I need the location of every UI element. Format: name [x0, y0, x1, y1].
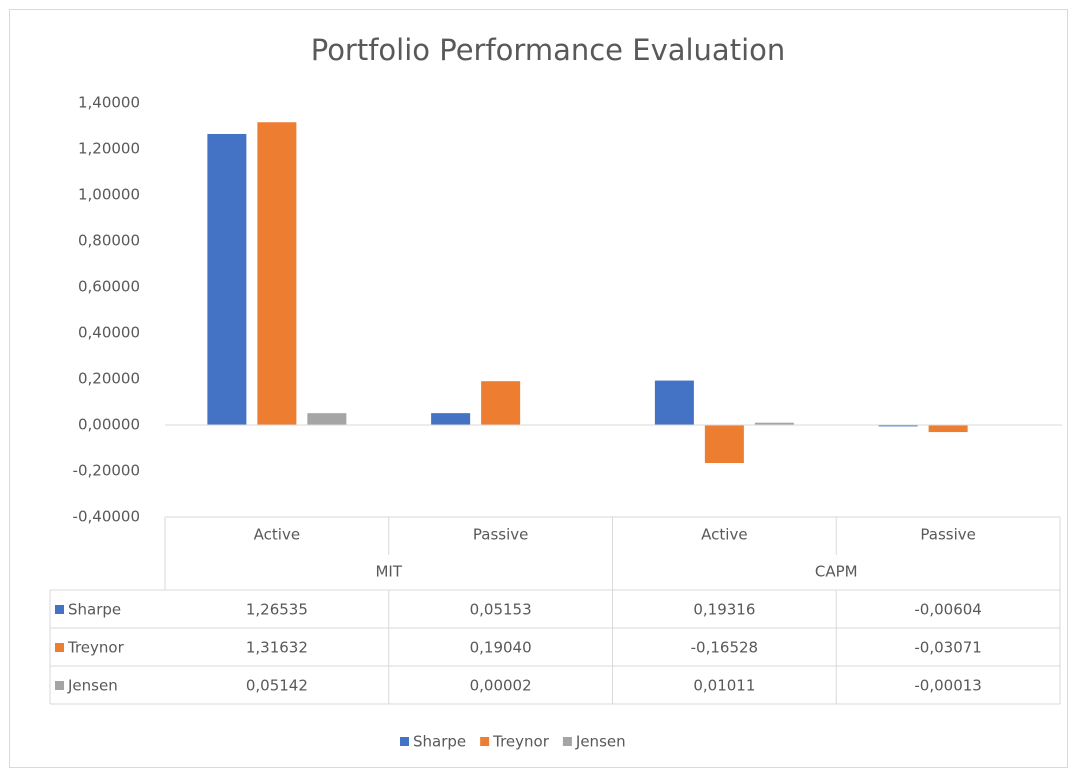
table-value: 0,00002 [470, 677, 532, 695]
y-tick-label: 0,20000 [78, 370, 140, 388]
y-tick-label: 0,40000 [78, 324, 140, 342]
table-value: 0,05142 [246, 677, 308, 695]
legend-label: Sharpe [413, 733, 466, 751]
legend-key [562, 737, 572, 746]
y-tick-label: -0,20000 [73, 462, 140, 480]
table-value: 0,05153 [470, 601, 532, 619]
table-value: 0,19040 [470, 639, 532, 657]
x-tick-label: Active [254, 526, 300, 544]
x-tick-label: Passive [473, 526, 528, 544]
table-value: 1,26535 [246, 601, 308, 619]
table-value: 0,19316 [693, 601, 755, 619]
table-value: -0,03071 [914, 639, 981, 657]
x-tick-label: Passive [920, 526, 975, 544]
bar [878, 425, 918, 427]
bar [754, 422, 794, 425]
y-tick-label: 1,40000 [78, 94, 140, 112]
chart-border [9, 9, 1068, 768]
legend-key [400, 737, 409, 746]
y-tick-label: 1,00000 [78, 186, 140, 204]
bar [654, 380, 694, 425]
table-value: 0,01011 [693, 677, 755, 695]
legend-key [55, 681, 64, 690]
table-value: -0,00013 [914, 677, 981, 695]
bar [704, 425, 744, 464]
chart-title: Portfolio Performance Evaluation [311, 33, 786, 67]
x-tick-label: Active [701, 526, 747, 544]
series-label: Jensen [67, 677, 118, 695]
legend-label: Treynor [492, 733, 550, 751]
table-value: -0,00604 [914, 601, 981, 619]
legend-label: Jensen [575, 733, 626, 751]
y-tick-label: 1,20000 [78, 140, 140, 158]
y-tick-label: -0,40000 [73, 508, 140, 526]
series-label: Sharpe [68, 601, 121, 619]
y-tick-label: 0,60000 [78, 278, 140, 296]
bar [481, 381, 521, 425]
legend-key [55, 605, 64, 614]
bar [307, 413, 347, 425]
series-label: Treynor [67, 639, 125, 657]
y-tick-label: 0,00000 [78, 416, 140, 434]
bar [928, 425, 968, 433]
bar [431, 413, 471, 425]
bar [207, 133, 247, 426]
table-value: -0,16528 [691, 639, 758, 657]
bar [257, 122, 297, 425]
group-label: MIT [375, 563, 402, 581]
legend-key [480, 737, 490, 746]
y-tick-label: 0,80000 [78, 232, 140, 250]
legend-key [55, 643, 64, 652]
group-label: CAPM [815, 563, 858, 581]
table-value: 1,31632 [246, 639, 308, 657]
